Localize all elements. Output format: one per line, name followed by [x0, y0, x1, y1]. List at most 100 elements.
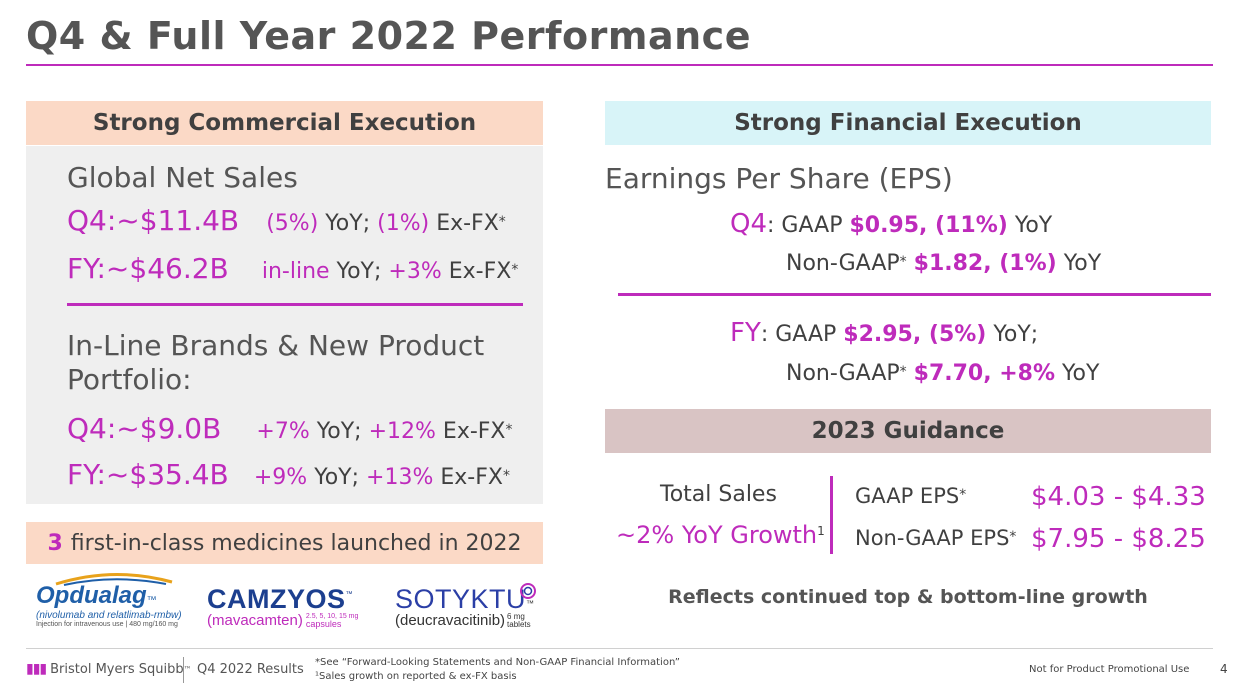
- yoy-label: YoY;: [986, 322, 1039, 347]
- bms-logo: ▮▮▮ Bristol Myers Squibb ™: [26, 661, 192, 677]
- gaap-eps-label: GAAP EPS*: [855, 484, 966, 508]
- footnote-1: *See “Forward-Looking Statements and Non…: [315, 657, 680, 668]
- launch-text: first-in-class medicines launched in 202…: [70, 530, 522, 556]
- brands-heading: In-Line Brands & New Product Portfolio:: [67, 329, 484, 396]
- gaap-label: GAAP: [768, 322, 844, 347]
- opdualag-generic: (nivolumab and relatlimab-rmbw): [36, 610, 182, 621]
- gaap-label: GAAP: [774, 213, 850, 238]
- footnotes: *See “Forward-Looking Statements and Non…: [315, 656, 680, 683]
- company-tm: ™: [183, 664, 192, 674]
- nongaap-eps-range: $7.95 - $8.25: [1031, 524, 1206, 554]
- brands-fy-change: +9%: [253, 465, 308, 490]
- sotyktu-circle-icon: [520, 583, 536, 599]
- camzyos-name: CAMZYOS: [207, 584, 346, 614]
- sotyktu-generic: (deucravacitinib): [395, 612, 506, 629]
- footnote-star: *: [511, 262, 519, 278]
- non-gaap-label: Non-GAAP: [786, 361, 900, 386]
- gaap-eps-range: $4.03 - $4.33: [1031, 482, 1206, 512]
- opdualag-name: Opdualag: [36, 582, 147, 609]
- guidance-total-sales: Total Sales: [660, 482, 777, 507]
- brands-q4-label: Q4:~$9.0B: [67, 412, 222, 445]
- global-fy-exfx: Ex-FX: [441, 259, 512, 284]
- global-q4-yoy: YoY;: [318, 211, 378, 236]
- launch-count: 3: [47, 530, 63, 556]
- global-fy-yoy: YoY;: [329, 259, 389, 284]
- commercial-panel: Global Net Sales Q4:~$11.4B (5%) YoY; (1…: [26, 146, 543, 504]
- guidance-growth-footnote: 1: [817, 524, 825, 538]
- brands-fy-row: FY:~$35.4B +9% YoY; +13% Ex-FX*: [67, 458, 510, 491]
- global-net-sales-heading: Global Net Sales: [67, 161, 298, 194]
- global-q4-label: Q4:~$11.4B: [67, 204, 240, 237]
- camzyos-dose: 2.5, 5, 10, 15 mg: [305, 613, 359, 620]
- title-divider: [26, 64, 1213, 66]
- eps-fy-gaap-value: $2.95, (5%): [843, 322, 987, 347]
- brands-q4-change: +7%: [256, 419, 310, 444]
- eps-q4-label: Q4: [730, 209, 768, 239]
- company-name: Bristol Myers Squibb: [50, 661, 184, 677]
- sotyktu-tm: ™: [526, 599, 535, 608]
- colon: :: [760, 322, 769, 347]
- brands-heading-line2: Portfolio:: [67, 362, 192, 396]
- nongaap-eps-label-text: Non-GAAP EPS: [855, 526, 1010, 550]
- launch-banner: 3 first-in-class medicines launched in 2…: [26, 522, 543, 564]
- brands-fy-exfx-value: +13%: [366, 465, 434, 490]
- opdualag-detail: Injection for intravenous use | 480 mg/1…: [36, 621, 178, 628]
- section-divider: [67, 303, 523, 306]
- footnote-star: *: [502, 468, 510, 484]
- camzyos-generic: (mavacamten): [207, 612, 303, 629]
- eps-fy-label: FY: [730, 318, 761, 348]
- footnote-star: *: [505, 422, 513, 438]
- guidance-header: 2023 Guidance: [605, 409, 1211, 453]
- global-fy-row: FY:~$46.2B in-line YoY; +3% Ex-FX*: [67, 252, 518, 285]
- camzyos-form: capsules: [305, 619, 342, 629]
- eps-q4-nongaap-row: Non-GAAP* $1.82, (1%) YoY: [786, 251, 1101, 276]
- opdualag-tm: ™: [146, 595, 157, 606]
- guidance-growth: ~2% YoY Growth1: [616, 521, 825, 549]
- camzyos-tm: ™: [345, 591, 353, 598]
- global-q4-exfx: Ex-FX: [429, 211, 499, 236]
- eps-fy-nongaap-value: $7.70, +8%: [913, 361, 1056, 386]
- eps-q4-gaap-value: $0.95, (11%): [849, 213, 1008, 238]
- eps-divider: [618, 293, 1211, 296]
- eps-q4-gaap-row: Q4: GAAP $0.95, (11%) YoY: [730, 209, 1052, 239]
- sotyktu-name: SOTYKTU: [395, 584, 527, 614]
- guidance-divider: [830, 476, 833, 554]
- guidance-growth-text: ~2% YoY Growth: [616, 521, 818, 549]
- footnote-star: *: [959, 487, 967, 503]
- financial-header: Strong Financial Execution: [605, 101, 1211, 145]
- brands-q4-row: Q4:~$9.0B +7% YoY; +12% Ex-FX*: [67, 412, 513, 445]
- footnote-star: *: [899, 364, 907, 380]
- footer-divider: [26, 648, 1213, 649]
- brands-fy-label: FY:~$35.4B: [67, 458, 229, 491]
- eps-fy-nongaap-row: Non-GAAP* $7.70, +8% YoY: [786, 361, 1099, 386]
- gaap-eps-label-text: GAAP EPS: [855, 484, 960, 508]
- global-q4-row: Q4:~$11.4B (5%) YoY; (1%) Ex-FX*: [67, 204, 506, 237]
- global-fy-label: FY:~$46.2B: [67, 252, 229, 285]
- yoy-label: YoY: [1056, 251, 1102, 276]
- brands-q4-yoy: YoY;: [309, 419, 369, 444]
- commercial-header: Strong Commercial Execution: [26, 101, 543, 145]
- yoy-label: YoY: [1007, 213, 1053, 238]
- nongaap-eps-label: Non-GAAP EPS*: [855, 526, 1016, 550]
- eps-fy-gaap-row: FY: GAAP $2.95, (5%) YoY;: [730, 318, 1038, 348]
- footnote-star: *: [1009, 529, 1017, 545]
- guidance-note: Reflects continued top & bottom-line gro…: [668, 586, 1148, 608]
- sotyktu-dose: 6 mg: [507, 612, 525, 621]
- non-gaap-label: Non-GAAP: [786, 251, 900, 276]
- brands-q4-exfx-value: +12%: [368, 419, 436, 444]
- eps-q4-nongaap-value: $1.82, (1%): [913, 251, 1057, 276]
- deck-title: Q4 2022 Results: [197, 662, 304, 677]
- opdualag-swoosh-icon: [55, 572, 173, 586]
- footnote-2: ¹Sales growth on reported & ex-FX basis: [315, 670, 517, 682]
- global-fy-change: in-line: [261, 259, 330, 284]
- global-q4-exfx-value: (1%): [377, 211, 430, 236]
- footnote-star: *: [498, 214, 506, 230]
- global-fy-exfx-value: +3%: [388, 259, 442, 284]
- brands-fy-exfx: Ex-FX: [433, 465, 503, 490]
- footer-separator: [183, 657, 184, 683]
- brands-fy-yoy: YoY;: [307, 465, 367, 490]
- page-title: Q4 & Full Year 2022 Performance: [26, 14, 751, 58]
- disclaimer: Not for Product Promotional Use: [1029, 664, 1190, 675]
- footnote-star: *: [899, 254, 907, 270]
- bms-bars-icon: ▮▮▮: [26, 661, 47, 677]
